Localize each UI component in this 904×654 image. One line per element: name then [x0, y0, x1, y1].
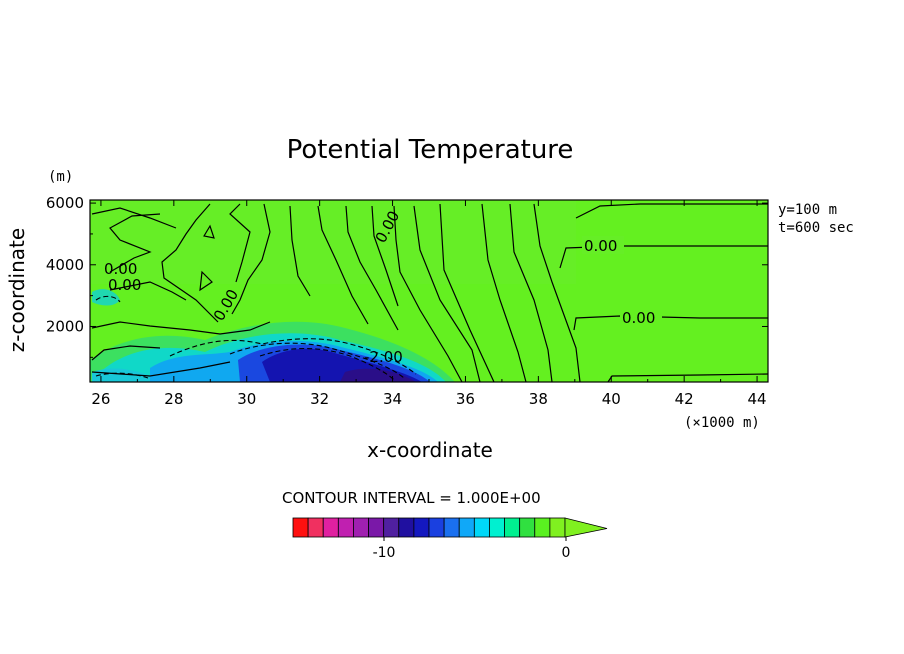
contour-line	[161, 203, 219, 323]
x-tick-label: 30	[237, 390, 256, 408]
colorbar-swatch	[534, 517, 551, 538]
contour-line	[109, 213, 161, 273]
contour-line	[199, 270, 213, 292]
annotation-y: y=100 m	[778, 202, 837, 218]
x-tick-label: 32	[310, 390, 329, 408]
contour-interval: CONTOUR INTERVAL = 1.000E+00	[282, 489, 541, 507]
y-axis-label: z-coordinate	[5, 228, 29, 352]
contour-line	[231, 203, 271, 315]
colorbar-swatch	[353, 517, 369, 538]
colorbar-swatch	[413, 517, 430, 538]
colorbar-swatch	[458, 517, 475, 538]
contour-line-negative	[95, 372, 149, 379]
contour-label: -2.00	[364, 348, 403, 366]
contour-label: 0.00	[104, 260, 137, 278]
x-tick-label: 36	[456, 390, 475, 408]
x-axis: 26 28 30 32 34 36 38 40 42 44	[91, 200, 767, 408]
anomaly-left-patch	[92, 289, 120, 306]
colorbar-swatch	[443, 517, 460, 538]
colorbar-swatch	[292, 517, 309, 538]
colorbar-swatch	[383, 517, 400, 538]
anomaly-left-bottom	[92, 368, 150, 382]
contour-line	[109, 281, 187, 301]
contour-line	[607, 373, 769, 383]
contour-line	[203, 224, 215, 239]
colorbar-swatch	[428, 517, 445, 538]
colorbar-swatch	[307, 517, 324, 538]
contour-label-bg	[582, 236, 624, 254]
y-tick-label: 2000	[46, 317, 84, 335]
contour-label: 0.00	[108, 276, 141, 294]
x-tick-label: 44	[748, 390, 767, 408]
contour-label-bg	[620, 308, 662, 326]
contour-line	[393, 205, 463, 383]
x-tick-label: 38	[529, 390, 548, 408]
x-unit-label: (×1000 m)	[684, 415, 760, 431]
plot-field: 0.00 0.00 0.00 0.00 0.00 0.00 -2.00	[89, 199, 769, 383]
y-tick-label: 4000	[46, 256, 84, 274]
x-tick-label: 34	[383, 390, 402, 408]
contour-line	[229, 203, 251, 283]
colorbar-label-min: -10	[373, 545, 396, 561]
contour-line	[289, 205, 311, 297]
contour-label: 0.00	[622, 309, 655, 327]
contour-line-negative	[259, 347, 395, 381]
x-tick-label: 42	[675, 390, 694, 408]
anomaly-deep	[340, 368, 416, 382]
contour-line	[317, 205, 369, 325]
upper-left-band	[90, 200, 576, 284]
contour-line	[575, 203, 768, 219]
y-unit-label: (m)	[48, 169, 73, 185]
colorbar-swatch	[489, 517, 505, 538]
chart-title: Potential Temperature	[287, 135, 574, 165]
contour-label: 0.00	[584, 237, 617, 255]
contour-line	[91, 345, 161, 361]
x-tick-label: 40	[602, 390, 621, 408]
contour-line	[413, 205, 481, 383]
x-tick-label: 26	[91, 390, 110, 408]
contour-lines-negative	[95, 295, 417, 381]
colorbar-swatch	[549, 517, 566, 538]
x-tick-label: 28	[164, 390, 183, 408]
contour-line	[91, 321, 271, 335]
contour-line-negative	[95, 295, 121, 303]
colorbar-swatch	[337, 517, 354, 538]
colorbar-swatch	[504, 517, 521, 538]
contour-line	[91, 361, 231, 377]
y-tick-label: 6000	[46, 194, 84, 212]
x-axis-label: x-coordinate	[367, 438, 493, 462]
colorbar-swatch	[519, 517, 536, 538]
colorbar-swatch	[368, 517, 385, 538]
colorbar-swatch	[322, 517, 339, 538]
contour-line-negative	[229, 342, 405, 379]
colorbar	[292, 517, 608, 541]
colorbar-extend-arrow	[564, 517, 608, 538]
contour-line	[481, 203, 527, 383]
colorbar-label-max: 0	[562, 545, 571, 561]
contour-line	[439, 203, 495, 383]
contour-line	[345, 205, 399, 331]
contour-line	[371, 205, 399, 307]
contour-line	[509, 203, 553, 383]
colorbar-swatch	[398, 517, 415, 538]
annotation-t: t=600 sec	[778, 220, 854, 236]
contour-lines	[91, 203, 769, 383]
y-axis: 2000 4000 6000	[46, 194, 768, 358]
contour-line	[533, 203, 581, 383]
contour-line	[91, 207, 177, 229]
colorbar-swatch	[473, 517, 490, 538]
